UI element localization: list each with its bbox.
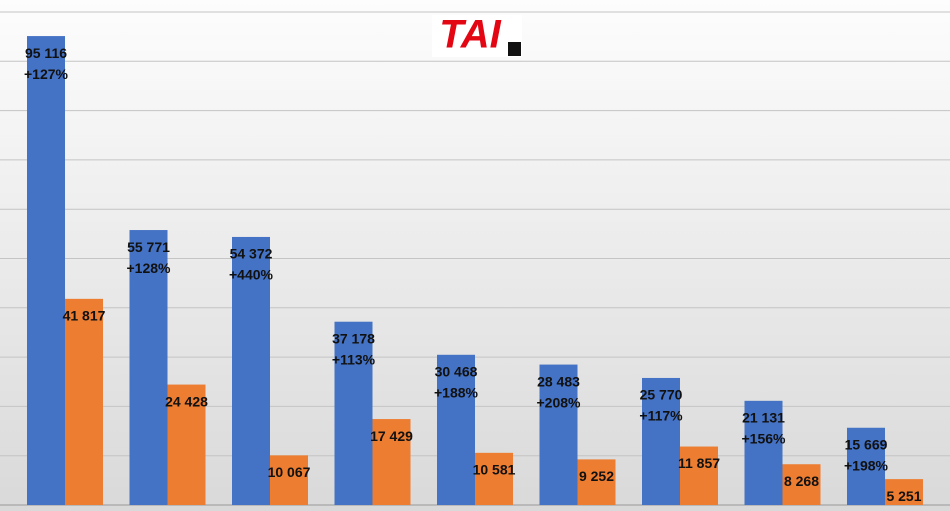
- value-label: 8 268: [784, 473, 819, 489]
- bar: [539, 364, 578, 505]
- bar: [885, 479, 923, 505]
- change-label: +127%: [24, 66, 69, 82]
- bar: [680, 446, 718, 505]
- value-label: 41 817: [63, 308, 106, 324]
- bar: [744, 400, 783, 505]
- value-label: 10 067: [268, 464, 311, 480]
- change-label: +156%: [742, 431, 787, 447]
- value-label: 25 770: [640, 387, 683, 403]
- change-label: +188%: [434, 384, 479, 400]
- logo-text: TAI: [439, 13, 501, 57]
- value-label: 95 116: [25, 45, 67, 61]
- bar: [782, 464, 821, 505]
- bar: [642, 377, 680, 505]
- value-label: 11 857: [678, 455, 720, 471]
- value-label: 21 131: [742, 410, 785, 426]
- value-label: 15 669: [845, 436, 888, 452]
- value-label: 28 483: [537, 373, 580, 389]
- logo-square: [508, 42, 521, 56]
- bar: [27, 36, 65, 505]
- change-label: +440%: [229, 267, 274, 283]
- bar: [847, 427, 885, 505]
- bar: [577, 459, 616, 505]
- value-label: 54 372: [230, 246, 273, 262]
- value-label: 10 581: [473, 462, 516, 478]
- bar: [475, 452, 513, 505]
- bar: [372, 419, 411, 505]
- value-label: 17 429: [370, 428, 413, 444]
- change-label: +128%: [127, 260, 172, 276]
- logo: TAI: [432, 13, 522, 57]
- bar: [437, 354, 475, 505]
- value-label: 30 468: [435, 363, 478, 379]
- change-label: +117%: [639, 408, 683, 424]
- value-label: 55 771: [127, 239, 170, 255]
- logo-box: [432, 15, 522, 57]
- value-label: 37 178: [332, 330, 375, 346]
- value-label: 9 252: [579, 468, 614, 484]
- value-label: 5 251: [886, 488, 921, 504]
- bar: [167, 384, 206, 505]
- bar: [270, 455, 308, 505]
- bar: [65, 298, 103, 505]
- bar: [334, 321, 373, 505]
- change-label: +208%: [537, 394, 582, 410]
- change-label: +113%: [332, 351, 376, 367]
- bar: [232, 236, 270, 505]
- bar: [129, 230, 168, 506]
- change-label: +198%: [844, 457, 889, 473]
- value-label: 24 428: [165, 393, 208, 409]
